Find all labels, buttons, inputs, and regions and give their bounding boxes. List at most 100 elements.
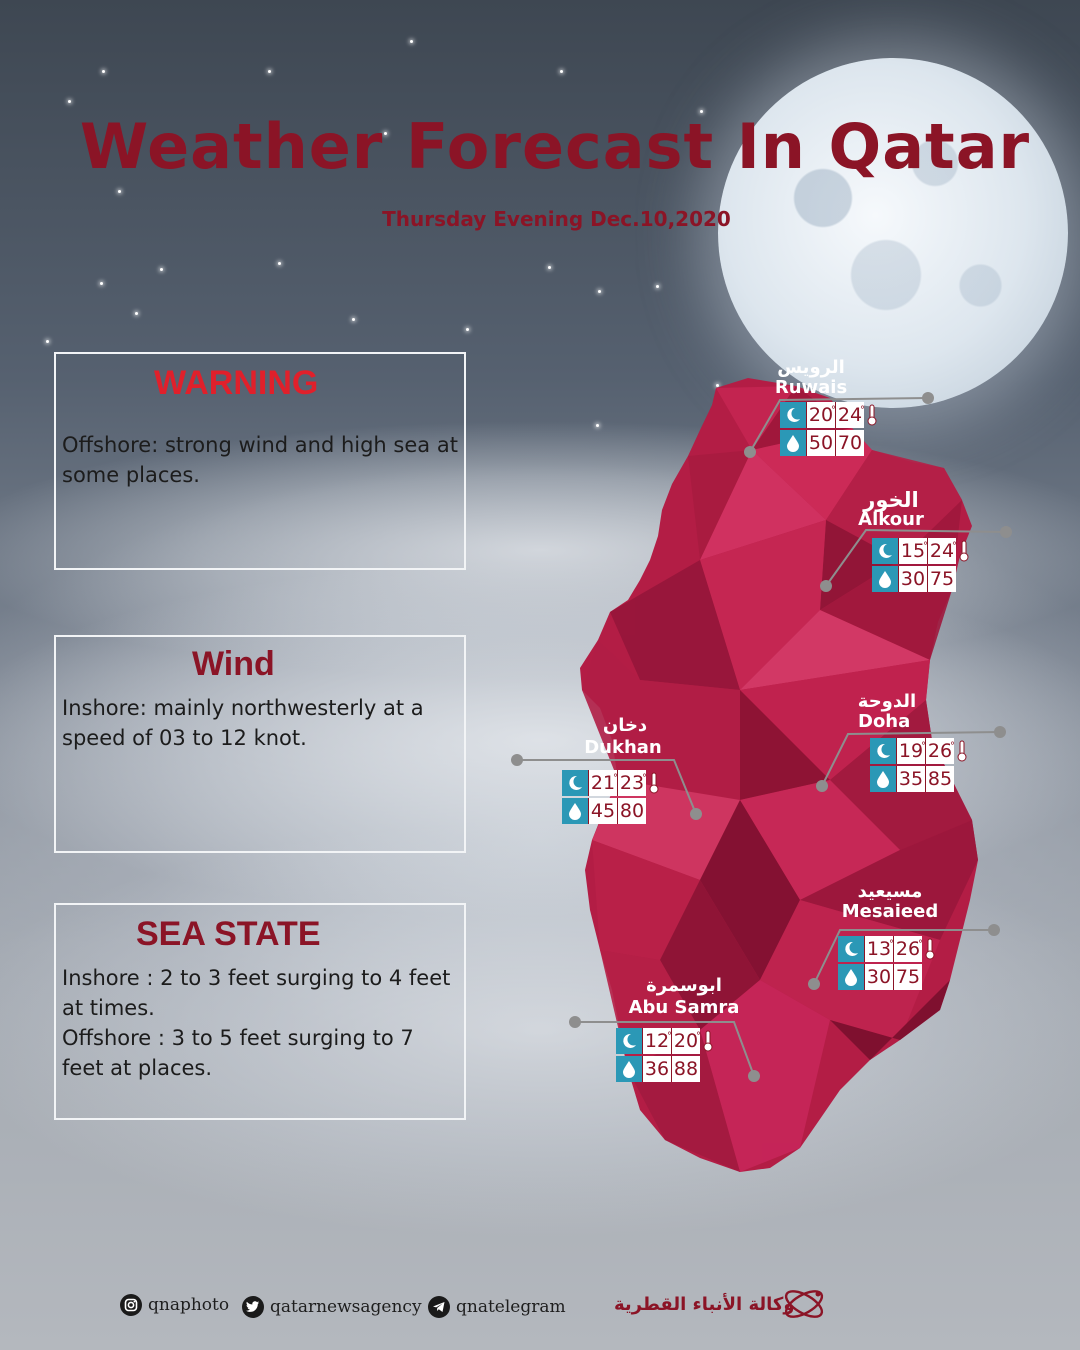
weather-box-dukhan: 21 ° 23 ° 45 80 [562, 770, 662, 826]
temp-min: 21 ° [588, 770, 618, 796]
thermometer-icon [700, 1028, 716, 1054]
page-title: Weather Forecast In Qatar [79, 110, 1031, 183]
thermometer-icon [922, 936, 938, 962]
crescent-moon-icon [870, 738, 896, 764]
star [466, 328, 469, 331]
temp-max: 24 ° [927, 538, 957, 564]
city-name-ar: الرويس [777, 357, 845, 378]
water-drop-icon [838, 964, 864, 990]
humidity-min: 35 [896, 766, 925, 792]
humidity-max: 75 [893, 964, 922, 990]
humidity-min: 30 [864, 964, 893, 990]
star [410, 40, 413, 43]
wind-title: Wind [192, 645, 275, 683]
crescent-moon-icon [780, 402, 806, 428]
city-label-dukhan: دخان Dukhan [578, 716, 668, 758]
star [268, 70, 271, 73]
temperature-row: 12 ° 20 ° [616, 1028, 716, 1054]
temperature-row: 21 ° 23 ° [562, 770, 662, 796]
humidity-max: 80 [617, 798, 646, 824]
star [716, 384, 719, 387]
telegram-handle: qnatelegram [456, 1297, 566, 1317]
city-name-ar: دخان [602, 715, 648, 736]
temp-max: 26 ° [893, 936, 923, 962]
warning-panel: WARNING Offshore: strong wind and high s… [54, 352, 466, 570]
star [100, 282, 103, 285]
humidity-row: 35 85 [870, 766, 970, 792]
page-subtitle: Thursday Evening Dec.10,2020 [382, 207, 731, 231]
star [135, 312, 138, 315]
sea-state-offshore: Offshore : 3 to 5 feet surging to 7 feet… [62, 1026, 414, 1080]
telegram-link[interactable]: qnatelegram [428, 1296, 566, 1318]
water-drop-icon [780, 430, 806, 456]
wind-text: Inshore: mainly northwesterly at a speed… [62, 696, 424, 750]
warning-text: Offshore: strong wind and high sea at so… [62, 433, 458, 487]
star [656, 285, 659, 288]
weather-box-mesaieed: 13 ° 26 ° 30 75 [838, 936, 938, 992]
water-drop-icon [872, 566, 898, 592]
humidity-row: 50 70 [780, 430, 880, 456]
temp-max: 24 ° [835, 402, 865, 428]
instagram-link[interactable]: qnaphoto [120, 1294, 229, 1316]
star [384, 132, 387, 135]
temp-min: 13 ° [864, 936, 894, 962]
temperature-row: 15 ° 24 ° [872, 538, 972, 564]
star [160, 268, 163, 271]
sea-state-title: SEA STATE [136, 915, 321, 953]
weather-box-doha: 19 ° 26 ° 35 85 [870, 738, 970, 794]
humidity-max: 88 [671, 1056, 700, 1082]
temp-max: 20 ° [671, 1028, 701, 1054]
thermometer-icon [864, 402, 880, 428]
city-label-abu-samra: ابوسمرة Abu Samra [626, 976, 742, 1018]
wind-panel: Wind Inshore: mainly northwesterly at a … [54, 635, 466, 853]
twitter-link[interactable]: qatarnewsagency [242, 1296, 422, 1318]
weather-box-alkour: 15 ° 24 ° 30 75 [872, 538, 972, 594]
star [700, 110, 703, 113]
humidity-row: 45 80 [562, 798, 662, 824]
humidity-min: 36 [642, 1056, 671, 1082]
temperature-row: 19 ° 26 ° [870, 738, 970, 764]
star [278, 262, 281, 265]
full-moon [718, 58, 1068, 408]
humidity-row: 36 88 [616, 1056, 716, 1082]
temp-min: 20 ° [806, 402, 836, 428]
city-label-alkour: الخور Alkour [846, 490, 936, 530]
thermometer-icon [646, 770, 662, 796]
humidity-max: 85 [925, 766, 954, 792]
city-name-en: Abu Samra [628, 997, 740, 1018]
humidity-max: 70 [835, 430, 864, 456]
star [118, 190, 121, 193]
humidity-min: 50 [806, 430, 835, 456]
qna-logo-icon [784, 1290, 824, 1318]
instagram-icon [120, 1294, 142, 1316]
temperature-row: 20 ° 24 ° [780, 402, 880, 428]
city-label-doha: الدوحة Doha [842, 692, 932, 732]
temp-min: 15 ° [898, 538, 928, 564]
star [68, 100, 71, 103]
city-name-en: Dukhan [584, 737, 662, 758]
weather-box-abu-samra: 12 ° 20 ° 36 88 [616, 1028, 716, 1084]
star [560, 70, 563, 73]
telegram-icon [428, 1296, 450, 1318]
humidity-max: 75 [927, 566, 956, 592]
warning-title: WARNING [154, 364, 319, 402]
star [102, 70, 105, 73]
crescent-moon-icon [562, 770, 588, 796]
city-name-ar: الخور [863, 488, 919, 512]
city-name-en: Ruwais [774, 377, 848, 398]
city-name-en: Mesaieed [841, 901, 939, 922]
humidity-row: 30 75 [838, 964, 938, 990]
leader-dots [511, 392, 1012, 1082]
crescent-moon-icon [616, 1028, 642, 1054]
crescent-moon-icon [838, 936, 864, 962]
star [352, 318, 355, 321]
temp-max: 26 ° [925, 738, 955, 764]
temp-min: 12 ° [642, 1028, 672, 1054]
twitter-icon [242, 1296, 264, 1318]
thermometer-icon [954, 738, 970, 764]
humidity-min: 45 [588, 798, 617, 824]
leader-lines [517, 397, 1007, 1077]
star [598, 290, 601, 293]
sea-state-inshore: Inshore : 2 to 3 feet surging to 4 feet … [62, 966, 451, 1020]
instagram-handle: qnaphoto [148, 1295, 230, 1315]
